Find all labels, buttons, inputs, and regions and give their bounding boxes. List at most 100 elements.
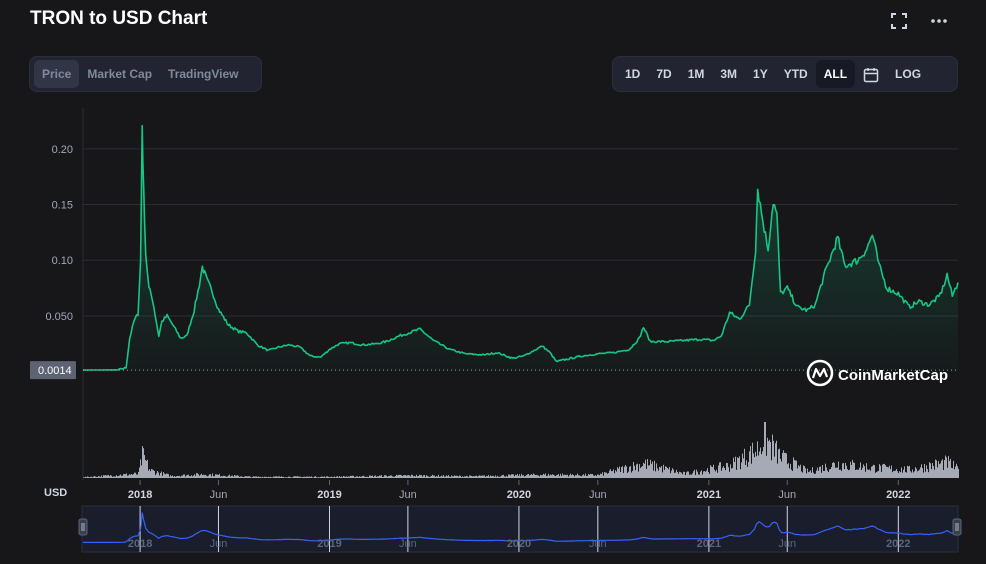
volume-bar bbox=[811, 472, 812, 478]
volume-bar bbox=[146, 460, 147, 478]
volume-bar bbox=[270, 476, 271, 478]
tab-tradingview[interactable]: TradingView bbox=[168, 67, 239, 81]
calendar-icon[interactable] bbox=[855, 60, 887, 88]
range-ytd[interactable]: YTD bbox=[783, 67, 808, 81]
log-toggle[interactable]: LOG bbox=[895, 67, 922, 81]
tab-market-cap[interactable]: Market Cap bbox=[87, 67, 153, 81]
volume-bar bbox=[681, 472, 682, 478]
volume-bar bbox=[453, 476, 454, 478]
x-tick-label: 2019 bbox=[317, 489, 341, 501]
volume-bar bbox=[311, 476, 312, 478]
volume-bar bbox=[645, 459, 646, 478]
volume-bar bbox=[798, 465, 799, 478]
reference-label: 0.0014 bbox=[38, 365, 72, 377]
volume-bar bbox=[637, 463, 638, 478]
volume-bar bbox=[184, 474, 185, 478]
volume-bar bbox=[827, 470, 828, 478]
volume-bar bbox=[414, 475, 415, 478]
volume-bar bbox=[288, 476, 289, 478]
volume-bar bbox=[400, 474, 401, 478]
volume-bar bbox=[877, 471, 878, 478]
volume-bar bbox=[441, 475, 442, 478]
volume-bar bbox=[610, 469, 611, 478]
volume-bar bbox=[950, 458, 951, 478]
volume-bar bbox=[86, 477, 87, 478]
volume-bar bbox=[412, 474, 413, 478]
volume-bar bbox=[428, 476, 429, 478]
volume-bar bbox=[399, 474, 400, 478]
volume-bar bbox=[403, 475, 404, 478]
range-all[interactable]: ALL bbox=[815, 60, 856, 88]
volume-bar bbox=[347, 476, 348, 478]
volume-bar bbox=[501, 475, 502, 478]
volume-bar bbox=[180, 476, 181, 478]
volume-bar bbox=[480, 475, 481, 478]
volume-bar bbox=[238, 475, 239, 478]
volume-bar bbox=[470, 475, 471, 478]
volume-bar bbox=[705, 471, 706, 478]
volume-bar bbox=[933, 466, 934, 478]
volume-bar bbox=[199, 475, 200, 478]
volume-bar bbox=[307, 476, 308, 478]
volume-bar bbox=[381, 475, 382, 478]
volume-bar bbox=[163, 472, 164, 478]
range-1d[interactable]: 1D bbox=[625, 67, 641, 81]
volume-bar bbox=[409, 475, 410, 478]
volume-bar bbox=[684, 471, 685, 478]
volume-bar bbox=[840, 469, 841, 478]
volume-bar bbox=[89, 477, 90, 478]
volume-bar bbox=[578, 475, 579, 478]
volume-bar bbox=[533, 473, 534, 478]
volume-bar bbox=[534, 474, 535, 478]
volume-bar bbox=[866, 463, 867, 478]
volume-bar bbox=[224, 475, 225, 478]
navigator-tick-label: Jun bbox=[589, 538, 607, 550]
volume-bar bbox=[836, 467, 837, 478]
volume-bar bbox=[449, 476, 450, 478]
volume-bar bbox=[669, 467, 670, 478]
volume-bar bbox=[824, 470, 825, 478]
volume-bar bbox=[808, 472, 809, 478]
navigator-tick-label: 2020 bbox=[507, 538, 531, 550]
volume-bar bbox=[315, 476, 316, 478]
range-1y[interactable]: 1Y bbox=[753, 67, 768, 81]
volume-bar bbox=[271, 477, 272, 478]
coinmarketcap-watermark: CoinMarketCap bbox=[806, 359, 948, 387]
volume-bar bbox=[377, 476, 378, 478]
volume-bar bbox=[125, 474, 126, 478]
more-horizontal-icon[interactable] bbox=[926, 12, 952, 38]
volume-bar bbox=[158, 472, 159, 478]
volume-bar bbox=[785, 452, 786, 478]
navigator-tick-label: 2019 bbox=[317, 538, 341, 550]
volume-bar bbox=[665, 466, 666, 478]
volume-bar bbox=[601, 474, 602, 478]
volume-bar bbox=[492, 475, 493, 478]
volume-bar bbox=[115, 476, 116, 478]
volume-bar bbox=[361, 476, 362, 478]
volume-bar bbox=[732, 467, 733, 478]
volume-bar bbox=[579, 475, 580, 478]
volume-bar bbox=[954, 469, 955, 478]
volume-bar bbox=[716, 469, 717, 478]
volume-bar bbox=[168, 474, 169, 478]
x-tick-label: 2022 bbox=[886, 489, 910, 501]
range-3m[interactable]: 3M bbox=[720, 67, 738, 81]
fullscreen-icon[interactable] bbox=[886, 12, 912, 38]
volume-bar bbox=[447, 476, 448, 478]
volume-bar bbox=[353, 475, 354, 478]
range-1m[interactable]: 1M bbox=[687, 67, 705, 81]
range-7d[interactable]: 7D bbox=[656, 67, 672, 81]
volume-bar bbox=[328, 476, 329, 478]
volume-bar bbox=[571, 475, 572, 478]
volume-bar bbox=[813, 472, 814, 478]
volume-bar bbox=[164, 473, 165, 478]
volume-bar bbox=[863, 464, 864, 478]
volume-bar bbox=[737, 457, 738, 478]
volume-bar bbox=[293, 476, 294, 478]
volume-bar bbox=[310, 476, 311, 478]
volume-bar bbox=[402, 476, 403, 478]
volume-bar bbox=[612, 471, 613, 478]
volume-bar bbox=[296, 476, 297, 478]
tab-price[interactable]: Price bbox=[34, 60, 80, 88]
volume-bar bbox=[336, 476, 337, 478]
